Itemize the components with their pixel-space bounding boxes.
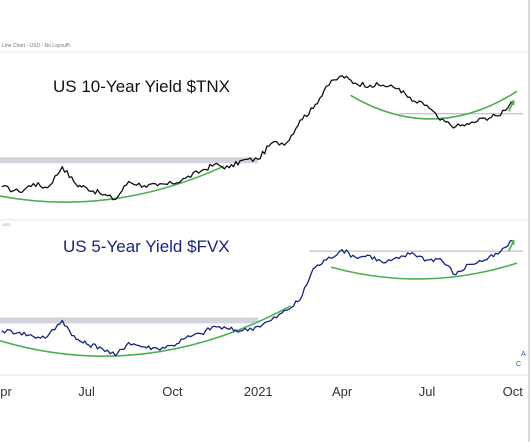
chart-caption: Line Chart - USD - No Layout (2, 43, 68, 49)
pane-scale-marker: USD (2, 222, 11, 227)
fvx-support-band (0, 317, 259, 324)
x-tick-label: Oct (162, 384, 183, 399)
fvx-breakout-arrow (508, 239, 515, 252)
x-tick-label: Oct (503, 384, 524, 399)
window-right-border (528, 0, 530, 442)
fvx-base-arc-right (330, 262, 518, 280)
x-tick-label: Apr (0, 384, 12, 399)
tnx-chart-title: US 10-Year Yield $TNX (53, 77, 230, 96)
fvx-chart-title: US 5-Year Yield $FVX (63, 237, 230, 256)
top-toolbar-strip (0, 0, 530, 20)
edit-pencil-icon[interactable]: ✎ (66, 42, 71, 49)
x-tick-label: Apr (332, 384, 353, 399)
tnx-breakout-arrow (508, 100, 515, 112)
tnx-pane (0, 52, 528, 220)
fvx-base-arc-left (0, 305, 292, 357)
fvx-chart: US 5-Year Yield $FVX (0, 237, 523, 357)
logo-fragment-b: C (516, 361, 521, 368)
x-tick-label: Jul (78, 384, 95, 399)
tnx-chart: US 10-Year Yield $TNX (0, 75, 523, 203)
tnx-support-band (0, 157, 259, 164)
logo-fragment-a: A (521, 351, 526, 358)
x-axis-ticks: Apr Jul Oct 2021 Apr Jul Oct (0, 384, 523, 399)
tnx-base-arc-right (350, 90, 518, 120)
fvx-series-line (1, 239, 513, 357)
tnx-series-line (1, 75, 514, 201)
x-tick-label: 2021 (244, 384, 273, 399)
x-tick-label: Jul (419, 384, 436, 399)
